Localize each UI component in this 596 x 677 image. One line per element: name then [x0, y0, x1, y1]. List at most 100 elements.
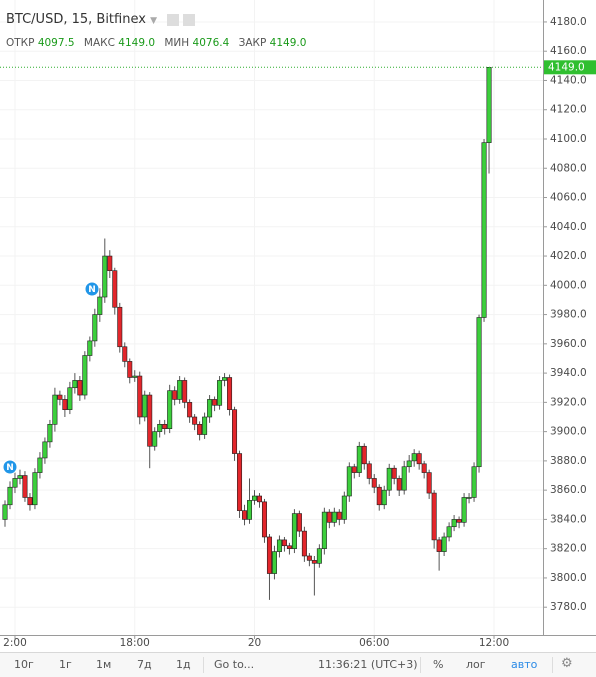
candle-body	[222, 377, 228, 381]
candle-body	[37, 457, 43, 473]
candle-body	[192, 416, 198, 425]
candle-body	[461, 497, 467, 523]
range-button[interactable]: 1д	[176, 658, 191, 671]
range-button[interactable]: 1г	[59, 658, 72, 671]
y-tick-label: 3920.0	[550, 396, 587, 408]
candle-body	[391, 467, 397, 479]
candle-body	[57, 394, 63, 400]
candle-body	[17, 475, 23, 479]
y-tick-label: 3780.0	[550, 601, 587, 613]
separator	[420, 657, 421, 673]
y-tick-label: 3820.0	[550, 543, 587, 555]
y-tick-label: 4000.0	[550, 279, 587, 291]
candle-body	[436, 539, 442, 552]
candle-body	[102, 255, 108, 298]
auto-button[interactable]: авто	[511, 658, 538, 671]
candle-body	[291, 513, 297, 549]
x-tick-label: 06:00	[359, 637, 389, 649]
candle-body	[247, 500, 253, 520]
candle-body	[142, 394, 148, 418]
eye-icon[interactable]	[167, 13, 180, 26]
candle-body	[466, 497, 472, 499]
candle-body	[67, 387, 73, 410]
event-marker	[84, 281, 100, 297]
candle-body	[187, 402, 193, 418]
background	[0, 0, 596, 652]
candle-body	[306, 555, 312, 561]
y-tick-label: 3840.0	[550, 513, 587, 525]
candle-body	[92, 314, 98, 342]
candle-body	[152, 431, 158, 447]
candle-body	[276, 539, 282, 552]
candle-body	[132, 375, 138, 378]
candle-body	[22, 475, 28, 498]
candle-body	[82, 355, 88, 396]
candle-body	[481, 142, 487, 318]
candle-body	[72, 380, 78, 389]
candle-body	[261, 501, 267, 538]
candle-body	[356, 445, 362, 473]
candle-body	[256, 495, 262, 503]
candle-body	[451, 519, 457, 528]
candle-body	[237, 453, 243, 511]
y-tick-label: 4080.0	[550, 162, 587, 174]
y-tick-label: 3900.0	[550, 426, 587, 438]
separator	[552, 657, 553, 673]
candle-body	[381, 489, 387, 506]
candle-body	[242, 510, 248, 520]
candle-body	[27, 497, 33, 506]
x-tick-label: 20	[248, 637, 261, 649]
high-label: МАКС	[83, 37, 115, 49]
y-tick-label: 3800.0	[550, 572, 587, 584]
y-tick-label: 3880.0	[550, 455, 587, 467]
range-button[interactable]: 7д	[137, 658, 152, 671]
candle-body	[52, 394, 58, 425]
range-button[interactable]: 1м	[96, 658, 112, 671]
candle-body	[446, 526, 452, 538]
y-tick-label: 4040.0	[550, 221, 587, 233]
log-button[interactable]: лог	[466, 658, 486, 671]
open-value: 4097.5	[37, 37, 75, 49]
y-tick-label: 3860.0	[550, 484, 587, 496]
candle-body	[316, 548, 322, 564]
candle-body	[431, 492, 437, 541]
candle-body	[42, 441, 48, 459]
settings-icon[interactable]	[183, 13, 196, 26]
candle-body	[12, 478, 18, 488]
candle-body	[371, 478, 377, 488]
dropdown-icon[interactable]: ▼	[150, 16, 157, 26]
event-marker-label[interactable]: N	[6, 463, 14, 473]
y-tick-label: 4020.0	[550, 250, 587, 262]
event-marker-label[interactable]: N	[88, 285, 96, 295]
candle-body	[441, 536, 447, 552]
settings-gear[interactable]: ⚙	[561, 656, 573, 671]
candle-body	[386, 467, 392, 491]
range-button[interactable]: 10г	[14, 658, 34, 671]
candles	[0, 66, 543, 600]
event-marker	[2, 459, 18, 475]
candle-body	[266, 536, 272, 574]
candle-body	[281, 539, 287, 547]
toolbar: 10г 1г 1м 7д 1д Go to... 11:36:21 (UTC+3…	[0, 652, 596, 677]
clock: 11:36:21 (UTC+3)	[318, 658, 418, 671]
candle-body	[252, 495, 258, 501]
candle-body	[77, 380, 83, 396]
candle-body	[366, 463, 372, 479]
symbol-header[interactable]: BTC/USD, 15, Bitfinex ▼	[6, 12, 196, 27]
goto-button[interactable]: Go to...	[214, 658, 255, 671]
candle-body	[212, 399, 218, 406]
low-label: МИН	[164, 37, 190, 49]
candle-body	[182, 380, 188, 403]
y-tick-label: 4160.0	[550, 45, 587, 57]
candle-body	[137, 375, 143, 418]
close-value: 4149.0	[269, 37, 307, 49]
candle-body	[87, 340, 93, 356]
candle-body	[331, 511, 337, 523]
percent-button[interactable]: %	[433, 658, 444, 671]
candle-body	[232, 409, 238, 454]
x-tick-label: 18:00	[120, 637, 150, 649]
candle-body	[157, 424, 163, 432]
candle-body	[346, 466, 352, 497]
y-tick-label: 4060.0	[550, 192, 587, 204]
x-tick-label: 2:00	[3, 637, 27, 649]
